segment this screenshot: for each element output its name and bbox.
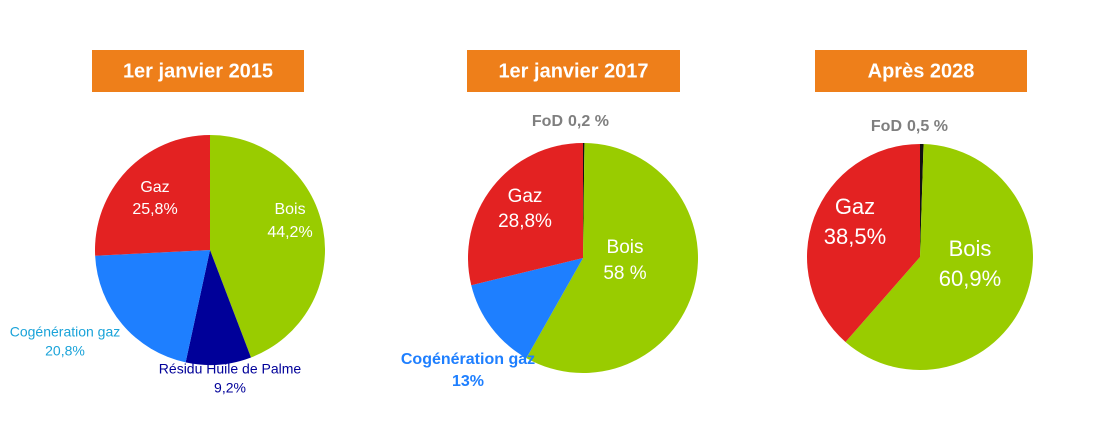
pie-slice [920,144,924,257]
slice-label: Bois [949,236,992,261]
slice-label: Cogénération gaz [401,351,535,368]
slice-label: Cogénération gaz [10,324,121,340]
value-label: 9,2% [214,380,246,396]
title-box [815,50,1027,92]
value-label: 28,8% [498,211,552,232]
pie-slice [583,143,585,258]
value-label: 38,5% [824,224,886,249]
slice-label: Gaz [835,194,875,219]
pie-slice [807,144,920,342]
pie-slice [526,143,698,373]
pie-slice [468,143,583,286]
pie-slice [185,250,251,365]
slice-label: FoD [532,113,563,130]
pie-slice [210,135,325,358]
chart-title: Après 2028 [868,60,975,82]
value-label: 20,8% [45,343,85,359]
pie-slice [95,250,210,363]
value-label: 0,2 % [568,113,609,130]
pie-slice [95,135,210,256]
pie-slice [845,144,1033,371]
chart-title: 1er janvier 2017 [498,60,648,82]
value-label: 25,8% [132,201,177,218]
slice-label: Résidu Huile de Palme [159,361,302,377]
title-box [92,50,304,92]
slice-label: Gaz [508,186,543,207]
value-label: 13% [452,373,484,390]
value-label: 60,9% [939,266,1001,291]
value-label: 44,2% [267,224,312,241]
slice-label: FoD [871,118,902,135]
chart-title: 1er janvier 2015 [123,60,273,82]
title-box [467,50,680,92]
slice-label: Gaz [140,179,169,196]
slice-label: Bois [607,237,644,258]
value-label: 58 % [603,263,646,284]
slice-label: Bois [274,201,305,218]
pie-slice [471,258,583,359]
value-label: 0,5 % [907,118,948,135]
